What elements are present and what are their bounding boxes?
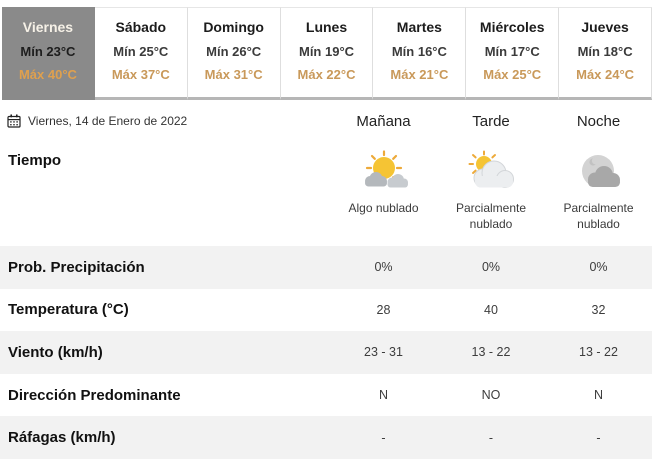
weather-caption: Algo nublado [348,201,419,215]
calendar-icon [7,114,21,128]
row-value-tarde: 0% [481,260,501,275]
tab-min-temp: Mín 16°C [391,44,447,59]
tab-min-temp: Mín 23°C [20,44,76,59]
row-value-manana: - [381,430,386,445]
row-label: Temperatura (°C) [8,301,129,319]
column-header-tarde: Tarde [472,112,510,130]
tab-max-temp: Máx 40°C [18,67,77,82]
row-prob-precipitacion: Prob. Precipitación 0% 0% 0% [0,246,652,289]
tab-min-temp: Mín 18°C [577,44,633,59]
tab-domingo[interactable]: Domingo Mín 26°C Máx 31°C [187,7,281,100]
tab-day-label: Sábado [115,19,167,35]
tab-day-label: Lunes [305,19,348,35]
tab-min-temp: Mín 19°C [298,44,355,59]
tab-martes[interactable]: Martes Mín 16°C Máx 21°C [373,7,467,100]
row-viento: Viento (km/h) 23 - 31 13 - 22 13 - 22 [0,331,652,374]
column-header-noche: Noche [576,112,621,130]
weather-cell-manana: Algo nublado [330,142,437,246]
row-value-tarde: NO [481,388,501,403]
tab-lunes[interactable]: Lunes Mín 19°C Máx 22°C [280,7,374,100]
weather-cell-tarde: Parcialmente nublado [437,142,545,246]
row-value-tarde: 40 [484,302,498,317]
tab-max-temp: Máx 24°C [576,67,635,82]
row-label: Prob. Precipitación [8,258,145,276]
date-label: Viernes, 14 de Enero de 2022 [28,114,188,128]
forecast-header-row: Viernes, 14 de Enero de 2022 Mañana Tard… [0,100,652,142]
tab-jueves[interactable]: Jueves Mín 18°C Máx 24°C [559,7,652,100]
row-label: Viento (km/h) [8,343,103,361]
row-value-manana: 0% [374,260,393,275]
column-header-manana: Mañana [356,112,411,130]
sun-small-clouds-icon [358,150,410,196]
row-value-noche: 32 [591,302,606,317]
row-rafagas: Ráfagas (km/h) - - - [0,416,652,459]
weather-caption: Parcialmente nublado [455,201,527,232]
tab-viernes[interactable]: Viernes Mín 23°C Máx 40°C [2,7,95,100]
row-value-tarde: - [488,430,494,445]
row-value-tarde: 13 - 22 [471,345,511,360]
row-label: Dirección Predominante [8,386,181,404]
row-direccion-predominante: Dirección Predominante N NO N [0,374,652,417]
date-bar: Viernes, 14 de Enero de 2022 [0,114,330,128]
row-value-noche: - [596,430,601,445]
row-value-noche: N [593,388,604,403]
weather-row: Tiempo Algo nubla [0,142,652,246]
tab-max-temp: Máx 22°C [297,67,356,82]
weather-caption: Parcialmente nublado [563,201,634,232]
row-value-manana: N [378,388,389,403]
tab-day-label: Jueves [581,19,629,35]
tab-min-temp: Mín 26°C [206,44,262,59]
weather-cell-noche: Parcialmente nublado [545,142,652,246]
day-tabstrip: Viernes Mín 23°C Máx 40°C Sábado Mín 25°… [0,0,652,100]
moon-behind-cloud-icon [573,150,625,196]
tab-day-label: Viernes [22,19,74,35]
tab-max-temp: Máx 37°C [111,67,170,82]
row-label: Ráfagas (km/h) [8,429,116,447]
row-value-manana: 23 - 31 [364,345,403,360]
tab-max-temp: Máx 31°C [204,67,263,82]
tab-day-label: Martes [396,19,442,35]
row-temperatura: Temperatura (°C) 28 40 32 [0,289,652,332]
tab-day-label: Domingo [203,19,264,35]
tab-max-temp: Máx 21°C [390,67,449,82]
tab-miercoles[interactable]: Miércoles Mín 17°C Máx 25°C [466,7,560,100]
row-value-manana: 28 [376,302,391,317]
weather-row-label: Tiempo [8,152,62,169]
row-value-noche: 13 - 22 [579,345,618,360]
tab-min-temp: Mín 17°C [484,44,540,59]
tab-max-temp: Máx 25°C [483,67,542,82]
tab-min-temp: Mín 25°C [113,44,169,59]
row-value-noche: 0% [589,260,608,275]
tab-sabado[interactable]: Sábado Mín 25°C Máx 37°C [94,7,188,100]
sun-behind-cloud-icon [465,150,517,196]
tab-day-label: Miércoles [479,19,545,35]
